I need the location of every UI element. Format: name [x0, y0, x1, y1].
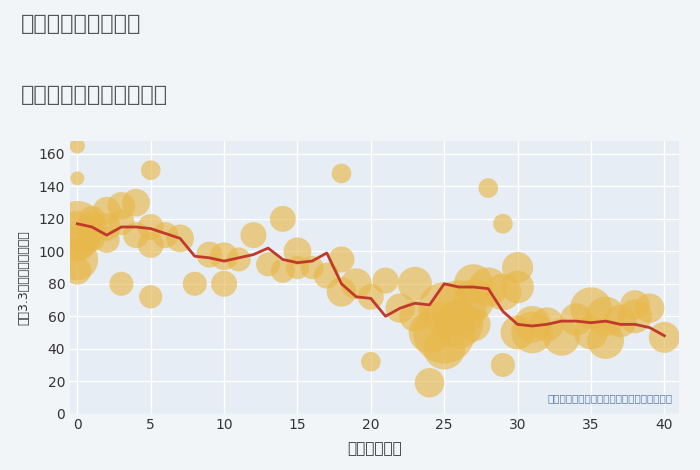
Text: 築年数別中古戸建て価格: 築年数別中古戸建て価格: [21, 85, 168, 105]
Point: [439, 329, 450, 336]
Point: [160, 231, 171, 239]
Point: [130, 199, 141, 206]
Point: [336, 256, 347, 263]
Point: [526, 329, 538, 336]
Point: [541, 321, 552, 328]
Point: [629, 301, 641, 309]
Point: [336, 288, 347, 296]
Point: [71, 256, 83, 263]
X-axis label: 築年数（年）: 築年数（年）: [347, 441, 402, 456]
Point: [262, 260, 274, 268]
Point: [233, 256, 244, 263]
Point: [600, 337, 611, 345]
Point: [365, 358, 377, 366]
Point: [116, 202, 127, 210]
Point: [218, 252, 230, 260]
Point: [395, 305, 406, 312]
Point: [101, 236, 112, 244]
Point: [629, 313, 641, 320]
Point: [439, 345, 450, 352]
Point: [526, 321, 538, 328]
Point: [307, 264, 318, 271]
Point: [497, 288, 508, 296]
Point: [292, 264, 303, 271]
Point: [454, 305, 465, 312]
Point: [71, 231, 83, 239]
Point: [277, 215, 288, 223]
Point: [145, 223, 156, 231]
Point: [497, 361, 508, 368]
Point: [482, 184, 493, 192]
Point: [570, 316, 582, 323]
Point: [277, 267, 288, 274]
Point: [512, 283, 523, 291]
Text: 東京都福生市福生の: 東京都福生市福生の: [21, 14, 141, 34]
Point: [321, 272, 332, 280]
Point: [71, 223, 83, 231]
Point: [71, 142, 83, 149]
Text: 円の大きさは、取引のあった物件面積を示す: 円の大きさは、取引のあった物件面積を示す: [548, 393, 673, 403]
Point: [174, 235, 186, 242]
Point: [512, 329, 523, 336]
Point: [351, 280, 362, 288]
Point: [556, 334, 567, 341]
Point: [101, 207, 112, 214]
Point: [145, 293, 156, 300]
Point: [380, 277, 391, 284]
Point: [71, 239, 83, 247]
Point: [454, 321, 465, 328]
Point: [468, 296, 480, 304]
Point: [71, 174, 83, 182]
Point: [365, 293, 377, 300]
Point: [439, 305, 450, 312]
Point: [336, 170, 347, 177]
Point: [512, 264, 523, 271]
Point: [482, 283, 493, 291]
Point: [468, 321, 480, 328]
Point: [424, 329, 435, 336]
Y-axis label: 坪（3.3㎡）単価（万円）: 坪（3.3㎡）単価（万円）: [18, 230, 30, 325]
Point: [600, 313, 611, 320]
Point: [468, 280, 480, 288]
Point: [248, 231, 259, 239]
Point: [585, 305, 596, 312]
Point: [101, 223, 112, 231]
Point: [116, 219, 127, 226]
Point: [218, 280, 230, 288]
Point: [204, 251, 215, 258]
Point: [410, 280, 421, 288]
Point: [86, 235, 97, 242]
Point: [145, 166, 156, 174]
Point: [145, 241, 156, 249]
Point: [189, 280, 200, 288]
Point: [659, 334, 670, 341]
Point: [130, 231, 141, 239]
Point: [615, 317, 626, 325]
Point: [86, 215, 97, 223]
Point: [424, 379, 435, 386]
Point: [292, 248, 303, 255]
Point: [116, 280, 127, 288]
Point: [71, 267, 83, 274]
Point: [497, 220, 508, 227]
Point: [86, 223, 97, 231]
Point: [644, 305, 655, 312]
Point: [410, 313, 421, 320]
Point: [585, 329, 596, 336]
